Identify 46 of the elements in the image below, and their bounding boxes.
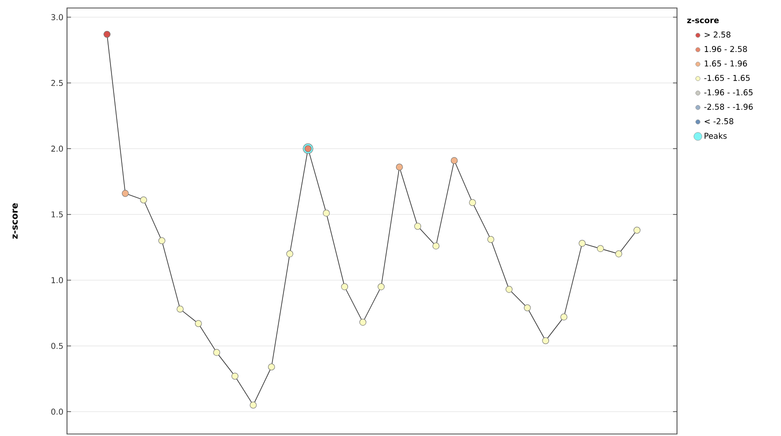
legend-label: 1.65 - 1.96 — [704, 60, 747, 66]
y-tick-label: 0.5 — [51, 342, 63, 349]
point — [122, 190, 129, 197]
point — [104, 30, 110, 38]
y-axis-title: z-score — [12, 203, 18, 239]
legend-label: -1.96 - -1.65 — [704, 89, 753, 96]
point — [506, 286, 513, 293]
point — [524, 304, 531, 312]
y-tick-label: 2.0 — [51, 146, 63, 152]
legend-label: Peaks — [704, 132, 727, 139]
point — [615, 250, 622, 258]
point — [414, 222, 422, 230]
point — [469, 199, 476, 206]
point — [634, 226, 640, 234]
point — [359, 318, 366, 326]
point — [176, 306, 184, 313]
y-tick-label: 0.0 — [51, 408, 63, 415]
point — [487, 236, 494, 243]
point — [378, 283, 385, 290]
point — [194, 320, 202, 328]
point — [286, 250, 294, 258]
point — [578, 240, 586, 247]
point — [432, 242, 440, 250]
point — [268, 363, 275, 370]
point — [322, 210, 330, 217]
point — [542, 337, 550, 344]
point — [213, 349, 220, 356]
legend-label: 1.96 - 2.58 — [704, 46, 747, 52]
point — [560, 314, 568, 320]
legend-label: -1.65 - 1.65 — [704, 74, 750, 81]
point — [250, 402, 257, 409]
y-tick-label: 2.5 — [51, 80, 63, 86]
y-tick-label: 1.0 — [52, 277, 63, 284]
point — [140, 196, 148, 204]
point — [231, 372, 238, 380]
y-tick-label: 1.5 — [52, 211, 63, 218]
legend-label: < -2.58 — [704, 118, 734, 124]
legend-label: > 2.58 — [704, 32, 730, 38]
legend-label: -2.58 - -1.96 — [704, 104, 753, 110]
point — [341, 283, 348, 290]
legend-title: z-score — [687, 18, 719, 24]
y-tick-label: 3.0 — [51, 14, 63, 20]
point — [450, 157, 458, 164]
point — [596, 245, 604, 252]
point — [158, 237, 166, 244]
point — [396, 164, 403, 171]
